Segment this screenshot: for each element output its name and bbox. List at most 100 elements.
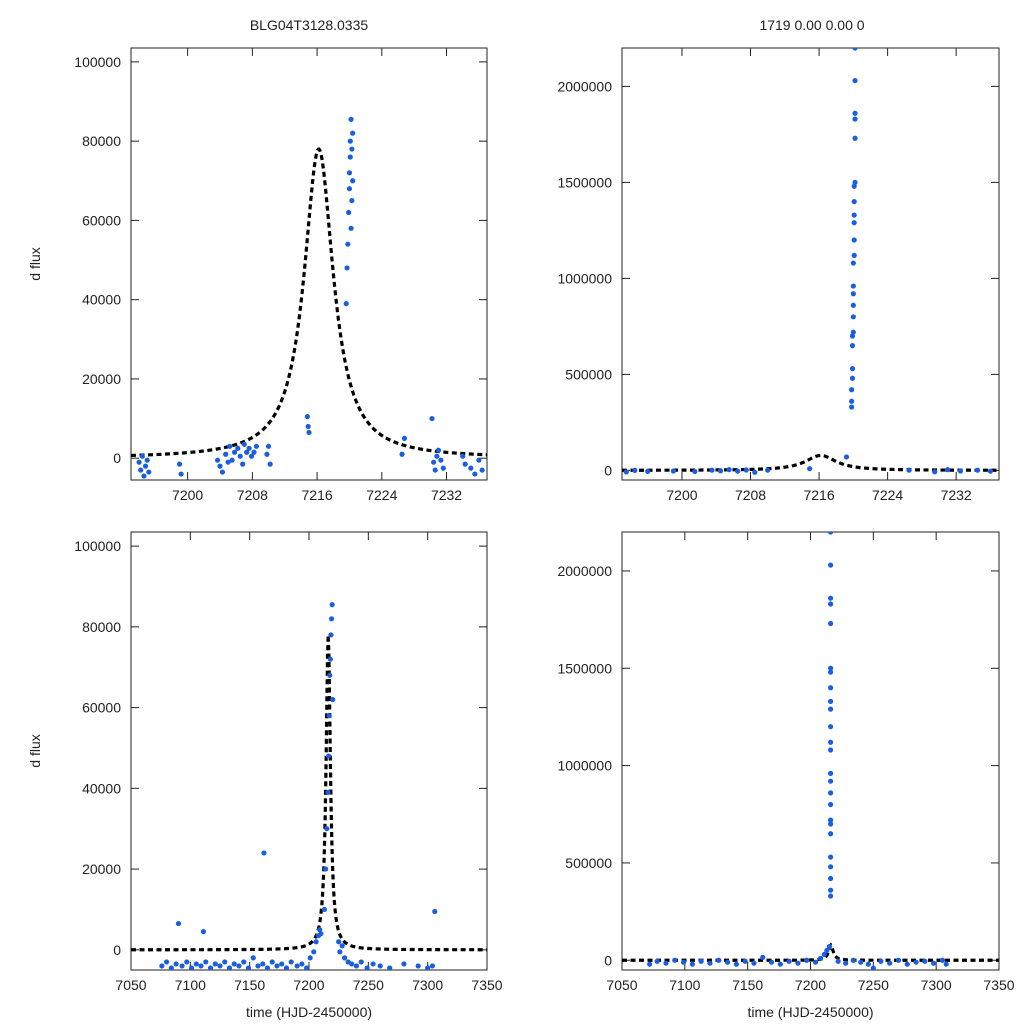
data-point (241, 959, 247, 965)
data-point (264, 965, 271, 970)
data-point (828, 669, 834, 675)
data-point (462, 461, 468, 467)
data-point (851, 252, 857, 258)
data-point (328, 632, 334, 638)
data-point (429, 963, 436, 969)
data-point (807, 466, 813, 472)
y-tick-label: 2000000 (557, 78, 612, 94)
data-point (726, 467, 732, 473)
data-point (843, 454, 850, 460)
data-point (346, 170, 353, 176)
data-point (851, 220, 857, 226)
data-point (299, 961, 305, 967)
x-tick-label: 7232 (941, 487, 972, 503)
data-point (672, 957, 678, 963)
data-point (440, 465, 446, 471)
data-point (178, 471, 184, 477)
y-tick-label: 1500000 (557, 174, 612, 190)
data-point (828, 887, 834, 893)
data-point (349, 146, 355, 152)
data-point (828, 739, 834, 745)
data-point (358, 959, 364, 965)
data-point (431, 459, 437, 465)
data-point (387, 965, 393, 970)
data-point (330, 696, 336, 703)
data-point (878, 958, 884, 964)
data-point (812, 959, 819, 965)
data-point (173, 961, 179, 967)
y-tick-label: 1500000 (557, 660, 612, 676)
data-point (175, 920, 182, 927)
x-tick-label: 7224 (366, 487, 397, 503)
y-axis-label: d flux (27, 734, 43, 767)
data-point (828, 821, 834, 827)
data-point (709, 467, 715, 473)
x-tick-label: 7150 (732, 977, 763, 993)
data-point (305, 423, 311, 430)
data-point (865, 961, 871, 967)
data-point (931, 960, 937, 966)
data-point (219, 469, 226, 475)
data-point (858, 959, 864, 965)
data-point (724, 959, 731, 965)
y-tick-label: 500000 (565, 855, 612, 871)
plot-frame (621, 47, 1000, 481)
data-point (849, 398, 855, 404)
data-point (821, 951, 827, 958)
data-point (370, 961, 376, 967)
x-tick-label: 7200 (293, 977, 324, 993)
data-point (347, 154, 353, 160)
data-point (138, 467, 144, 473)
data-point (828, 893, 834, 899)
data-point (849, 366, 856, 372)
data-point (843, 960, 849, 966)
data-point (824, 947, 830, 954)
data-point (349, 197, 355, 204)
data-point (179, 963, 185, 969)
data-point (214, 457, 221, 463)
panel-bottom-left: 0 20000 40000 60000 80000 100000 7050 7100 7150 7… (27, 531, 503, 1020)
y-tick-label: 40000 (82, 292, 121, 308)
data-point (804, 957, 810, 963)
data-point (850, 302, 856, 308)
data-point (176, 461, 183, 467)
data-point (318, 931, 324, 937)
x-tick-label: 7300 (412, 977, 443, 993)
data-point (265, 443, 272, 449)
data-point (159, 963, 165, 969)
data-point (904, 961, 910, 967)
data-point (226, 965, 233, 970)
y-tick-label: 0 (113, 450, 121, 466)
data-point (307, 955, 313, 961)
data-point (913, 959, 919, 965)
panel-top-left: 0 20000 40000 60000 80000 100000 7200 7208 7216 7… (27, 47, 488, 503)
data-point (217, 963, 223, 969)
data-point (350, 130, 356, 136)
data-point (974, 467, 981, 473)
x-tick-label: 7200 (795, 977, 826, 993)
x-axis-label: time (HJD-2450000) (747, 1004, 873, 1020)
data-point (852, 179, 858, 185)
y-tick-label: 1000000 (557, 758, 612, 774)
data-point (311, 949, 317, 955)
y-tick-label: 100000 (74, 538, 121, 554)
data-point (325, 753, 332, 759)
data-point (317, 927, 323, 933)
x-tick-label: 7208 (735, 487, 766, 503)
data-point (136, 459, 142, 465)
data-point (849, 343, 856, 349)
data-point (828, 875, 834, 882)
data-point (304, 413, 310, 420)
plot-frame (130, 531, 488, 971)
data-point (944, 467, 951, 473)
data-point (342, 955, 348, 961)
data-point (689, 961, 695, 967)
y-tick-label: 80000 (82, 133, 121, 149)
data-point (429, 415, 435, 422)
data-point (632, 467, 638, 473)
y-tick-label: 60000 (82, 212, 121, 228)
plot-frame (130, 47, 488, 481)
data-point (850, 957, 856, 963)
y-tick-label: 0 (604, 462, 612, 478)
x-tick-label: 7216 (803, 487, 834, 503)
